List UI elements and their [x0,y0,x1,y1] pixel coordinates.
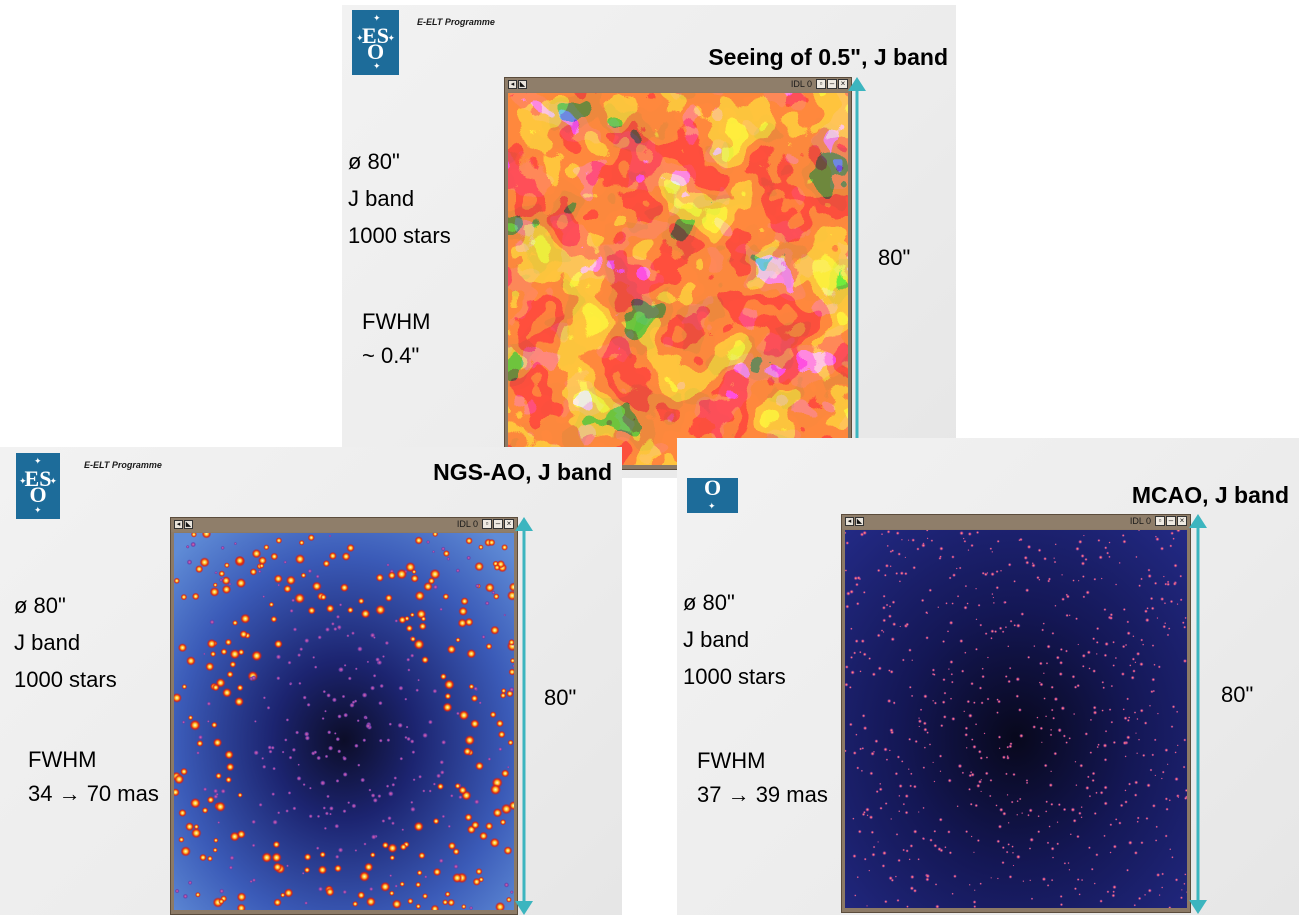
fwhm-label: FWHM [362,309,431,334]
window-resize-icon[interactable]: ◣ [518,80,527,89]
window-menu-icon[interactable]: ◂ [845,517,854,526]
restore-icon[interactable]: ▫ [482,519,492,529]
close-icon[interactable]: × [504,519,514,529]
minimize-icon[interactable]: – [827,79,837,89]
idl-window[interactable]: ◂ ◣ IDL 0 ▫ – × [504,77,852,470]
size-label: 80" [878,245,911,270]
idl-window[interactable]: ◂ ◣ IDL 0 ▫ – × [170,517,518,915]
diameter-label: ø 80" [14,593,66,618]
restore-icon[interactable]: ▫ [1155,516,1165,526]
fwhm-label: FWHM [697,748,766,773]
panel-mcao: O ✦ MCAO, J band ø 80" J band 1000 stars… [677,438,1299,915]
window-titlebar[interactable]: ◂ ◣ IDL 0 ▫ – × [505,78,851,92]
size-label: 80" [1221,682,1254,707]
window-label: IDL 0 [456,519,478,529]
params-list: ø 80" J band 1000 stars [348,143,451,254]
stars-label: 1000 stars [14,667,117,692]
window-menu-icon[interactable]: ◂ [508,80,517,89]
eso-logo-icon: O ✦ [687,475,738,513]
fwhm-value: 34 → 70 mas [28,781,159,806]
diameter-label: ø 80" [348,149,400,174]
fwhm-value: ~ 0.4" [362,343,420,368]
close-icon[interactable]: × [838,79,848,89]
logo-text: ES O [24,466,52,507]
logo-text: ES O [362,23,389,64]
window-titlebar[interactable]: ◂ ◣ IDL 0 ▫ – × [842,515,1190,529]
params-list: ø 80" J band 1000 stars [683,584,786,695]
seeing-image [508,93,848,465]
double-headed-arrow-icon [1189,514,1207,914]
mcao-image [845,530,1187,908]
fwhm-block: FWHM 37 → 39 mas [697,744,828,812]
stars-label: 1000 stars [683,664,786,689]
stars-label: 1000 stars [348,223,451,248]
window-label: IDL 0 [790,79,812,89]
band-label: J band [348,186,415,211]
minimize-icon[interactable]: – [1166,516,1176,526]
logo-text: O [703,475,722,500]
window-resize-icon[interactable]: ◣ [855,517,864,526]
band-label: J band [14,630,81,655]
ngs-ao-image [174,533,514,910]
double-headed-arrow-icon [848,77,866,475]
restore-icon[interactable]: ▫ [816,79,826,89]
fwhm-label: FWHM [28,747,97,772]
eso-logo-icon: ES O ✦ ✦ ✦ ✦ [16,453,60,519]
panel-title: Seeing of 0.5", J band [708,44,948,70]
params-list: ø 80" J band 1000 stars [14,587,117,698]
close-icon[interactable]: × [1177,516,1187,526]
panel-ngs-ao: ES O ✦ ✦ ✦ ✦ E-ELT Programme NGS-AO, J b… [0,447,622,915]
panel-seeing: ES O ✦ ✦ ✦ ✦ E-ELT Programme Seeing of 0… [342,5,956,478]
idl-window[interactable]: ◂ ◣ IDL 0 ▫ – × [841,514,1191,913]
fwhm-block: FWHM 34 → 70 mas [28,743,159,811]
band-label: J band [683,627,750,652]
fwhm-value: 37 → 39 mas [697,782,828,807]
eso-logo-icon: ES O ✦ ✦ ✦ ✦ [352,10,399,75]
window-label: IDL 0 [1129,516,1151,526]
window-titlebar[interactable]: ◂ ◣ IDL 0 ▫ – × [171,518,517,532]
window-menu-icon[interactable]: ◂ [174,520,183,529]
diameter-label: ø 80" [683,590,735,615]
fwhm-block: FWHM ~ 0.4" [362,305,430,373]
double-headed-arrow-icon [515,517,533,915]
size-label: 80" [544,685,577,710]
panel-title: NGS-AO, J band [433,459,612,485]
window-resize-icon[interactable]: ◣ [184,520,193,529]
program-label: E-ELT Programme [417,17,495,27]
minimize-icon[interactable]: – [493,519,503,529]
program-label: E-ELT Programme [84,460,162,470]
panel-title: MCAO, J band [1131,482,1289,508]
